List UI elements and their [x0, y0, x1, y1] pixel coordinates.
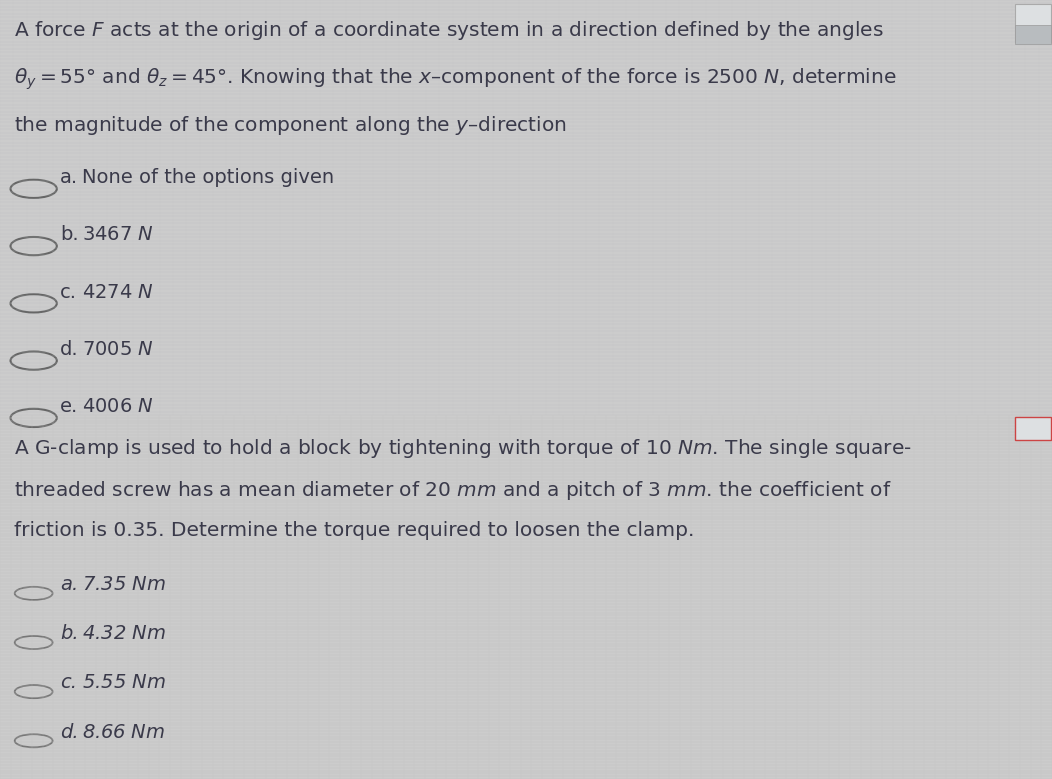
Text: friction is 0.35. Determine the torque required to loosen the clamp.: friction is 0.35. Determine the torque r…: [14, 520, 694, 540]
Text: A force $\mathit{F}$ acts at the origin of a coordinate system in a direction de: A force $\mathit{F}$ acts at the origin …: [14, 19, 884, 41]
Text: 3467 $N$: 3467 $N$: [82, 225, 154, 245]
Text: 4274 $N$: 4274 $N$: [82, 283, 154, 301]
Text: A G-clamp is used to hold a block by tightening with torque of 10 $Nm$. The sing: A G-clamp is used to hold a block by tig…: [14, 437, 911, 460]
Text: d.: d.: [60, 723, 79, 742]
Text: c.: c.: [60, 283, 77, 301]
Text: e.: e.: [60, 397, 78, 416]
Text: d.: d.: [60, 340, 79, 359]
Text: b.: b.: [60, 624, 79, 643]
Bar: [1015, 25, 1051, 44]
Text: $\theta_y = 55°$ and $\theta_z = 45°$. Knowing that the $x$–component of the for: $\theta_y = 55°$ and $\theta_z = 45°$. K…: [14, 66, 896, 92]
Text: 4006 $N$: 4006 $N$: [82, 397, 154, 416]
Text: a.: a.: [60, 575, 78, 594]
Bar: [1015, 4, 1051, 41]
Text: 4.32 $Nm$: 4.32 $Nm$: [82, 624, 166, 643]
Text: 7005 $N$: 7005 $N$: [82, 340, 154, 359]
Text: c.: c.: [60, 673, 77, 693]
Text: threaded screw has a mean diameter of 20 $mm$ and a pitch of 3 $mm$. the coeffic: threaded screw has a mean diameter of 20…: [14, 479, 891, 502]
Text: None of the options given: None of the options given: [82, 168, 335, 187]
Text: a.: a.: [60, 168, 78, 187]
Text: 5.55 $Nm$: 5.55 $Nm$: [82, 673, 166, 693]
Text: 7.35 $Nm$: 7.35 $Nm$: [82, 575, 166, 594]
Bar: [1015, 417, 1051, 440]
Text: 8.66 $Nm$: 8.66 $Nm$: [82, 723, 165, 742]
Text: the magnitude of the component along the $y$–direction: the magnitude of the component along the…: [14, 115, 566, 137]
Text: b.: b.: [60, 225, 79, 245]
